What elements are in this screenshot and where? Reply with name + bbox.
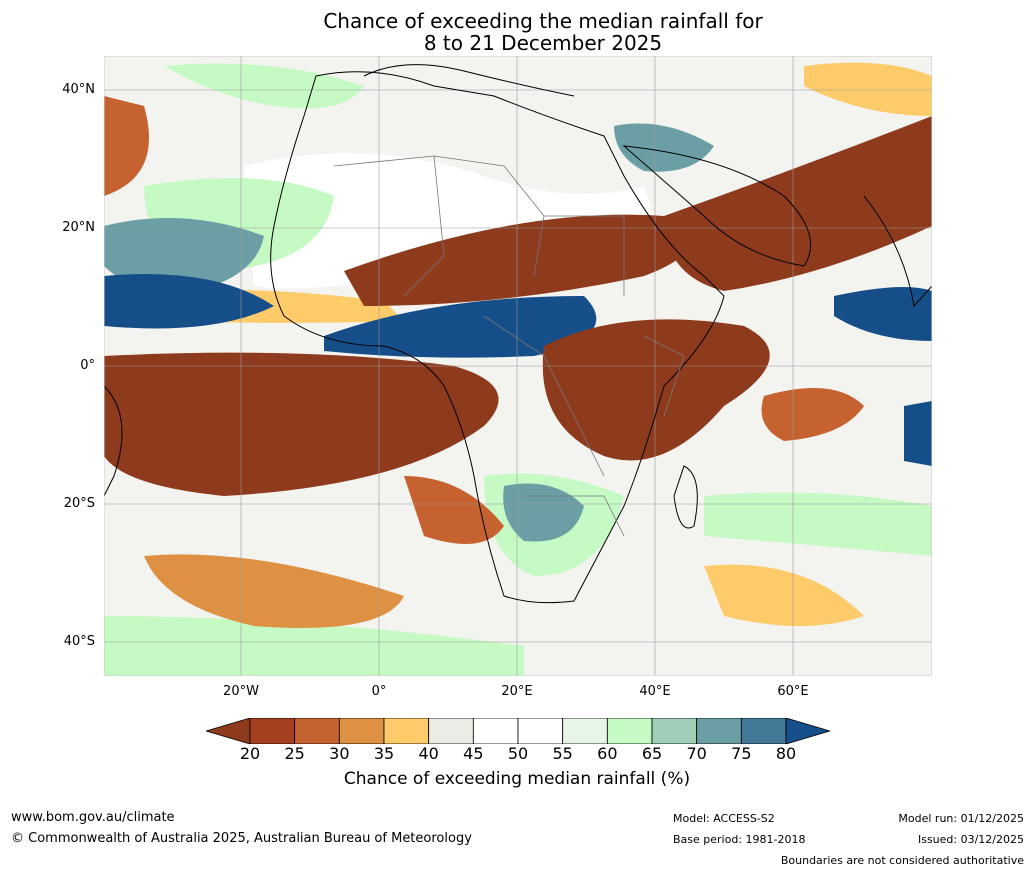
colorbar-tick-label: 45	[463, 744, 484, 763]
central-africa-very-wet	[324, 296, 597, 358]
colorbar-segment	[338, 718, 385, 744]
colorbar-segment	[294, 718, 340, 744]
lat-label-40s: 40°S	[63, 634, 95, 649]
africa-coastline	[270, 71, 725, 604]
title-line-2: 8 to 21 December 2025	[423, 31, 663, 55]
madagascar-coastline	[673, 465, 698, 529]
colorbar-segment	[517, 718, 564, 744]
colorbar-tick-label: 55	[552, 744, 573, 763]
southern-ocean-wet-band	[104, 616, 524, 676]
colorbar	[206, 718, 830, 744]
east-indian-ocean-very-wet	[904, 401, 932, 466]
issued-date: Issued: 03/12/2025	[917, 833, 1024, 846]
title-line-1: Chance of exceeding the median rainfall …	[323, 9, 763, 33]
base-period: Base period: 1981-2018	[673, 833, 806, 846]
copyright-text: © Commonwealth of Australia 2025, Austra…	[11, 831, 472, 846]
boundaries-disclaimer: Boundaries are not considered authoritat…	[780, 854, 1024, 867]
colorbar-tick-label: 20	[239, 744, 261, 763]
sahara-neutral-region	[244, 153, 664, 289]
colorbar-segment	[696, 718, 742, 744]
colorbar-tick-label: 25	[284, 744, 305, 763]
colorbar-extend-low	[206, 718, 251, 744]
indian-ocean-dry-patch	[761, 388, 864, 441]
colorbar-tick-label: 60	[597, 744, 618, 763]
colorbar-tick-label: 75	[731, 744, 752, 763]
lat-label-20s: 20°S	[63, 496, 95, 511]
south-atlantic-dry-band	[144, 554, 404, 628]
colorbar-tick-label: 65	[641, 744, 663, 763]
lon-label-0: 0°	[371, 684, 387, 699]
kalahari-wet-core	[503, 483, 584, 542]
colorbar-segment	[740, 718, 787, 744]
lat-label-20n: 20°N	[62, 220, 95, 235]
colorbar-segment	[249, 718, 296, 744]
colorbar-tick-label: 35	[373, 744, 395, 763]
lon-label-20e: 20°E	[501, 684, 533, 699]
lon-label-60e: 60°E	[777, 684, 809, 699]
equatorial-atlantic-dry	[104, 352, 499, 496]
colorbar-tick-label: 50	[507, 744, 529, 763]
colorbar-segment	[606, 718, 653, 744]
india-coastline	[863, 195, 932, 308]
central-asia-dry	[804, 62, 932, 116]
lat-label-40n: 40°N	[62, 82, 95, 97]
north-atlantic-dry-region	[104, 96, 149, 196]
east-africa-dry	[542, 319, 770, 461]
bay-of-bengal-very-wet	[834, 287, 932, 341]
chart-title: Chance of exceeding the median rainfall …	[0, 10, 1035, 54]
lat-label-0: 0°	[80, 358, 95, 373]
southwest-africa-dry	[404, 476, 504, 544]
colorbar-tick-label: 80	[775, 744, 797, 763]
south-indian-wet-band	[704, 492, 932, 556]
lon-label-40e: 40°E	[639, 684, 671, 699]
graticule	[104, 56, 932, 676]
colorbar-segment	[428, 718, 474, 744]
model-name: Model: ACCESS-S2	[673, 812, 775, 825]
colorbar-tick-label: 40	[418, 744, 439, 763]
country-borders	[333, 155, 685, 537]
south-america-coastline	[104, 385, 123, 497]
arabian-sea-dry-band	[664, 116, 932, 291]
south-indian-dry-patch	[704, 564, 864, 626]
tropical-atlantic-very-wet	[104, 274, 274, 329]
europe-coastline	[363, 64, 575, 97]
mediterranean-wet-region	[164, 63, 364, 109]
rainfall-map-canvas	[104, 56, 932, 676]
colorbar-title: Chance of exceeding median rainfall (%)	[343, 769, 691, 789]
rainfall-map	[104, 56, 932, 676]
website-link[interactable]: www.bom.gov.au/climate	[11, 810, 175, 825]
colorbar-segment	[562, 718, 608, 744]
colorbar-segments	[206, 718, 830, 744]
colorbar-segment	[472, 718, 519, 744]
colorbar-segment	[383, 718, 430, 744]
arabia-coastline	[622, 145, 812, 267]
lon-label-20w: 20°W	[223, 684, 259, 699]
colorbar-segment	[651, 718, 698, 744]
colorbar-extend-high	[785, 718, 830, 744]
model-run-date: Model run: 01/12/2025	[898, 812, 1024, 825]
colorbar-tick-label: 70	[686, 744, 707, 763]
colorbar-tick-label: 30	[329, 744, 350, 763]
